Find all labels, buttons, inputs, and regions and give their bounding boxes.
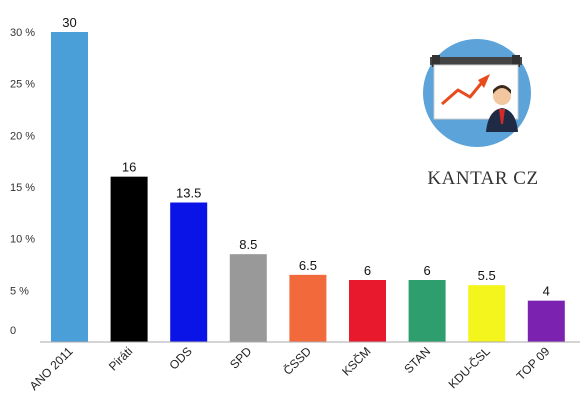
bar (51, 32, 88, 342)
bar-value-label: 6 (423, 263, 430, 278)
bar (110, 176, 148, 342)
bar (349, 280, 386, 342)
category-label: ANO 2011 (27, 344, 76, 393)
category-label: SPD (227, 344, 255, 372)
category-label: Piráti (106, 344, 135, 373)
bar-value-label: 6 (364, 263, 371, 278)
bar-value-label: 5.5 (478, 268, 496, 283)
kantar-logo: KANTAR CZ (423, 39, 538, 189)
bars (51, 32, 565, 342)
bar-value-label: 8.5 (239, 237, 257, 252)
logo-text: KANTAR CZ (427, 168, 538, 189)
y-tick-label: 25 % (10, 79, 35, 91)
y-tick-label: 30 % (10, 27, 35, 39)
y-tick-label: 10 % (10, 234, 35, 246)
bar-value-label: 16 (122, 160, 136, 175)
value-labels: 30 16 13.5 8.5 6.5 6 6 5.5 4 (62, 15, 550, 299)
category-label: TOP 09 (514, 344, 553, 383)
bar (229, 254, 267, 342)
y-tick-label: 0 (10, 325, 16, 337)
y-tick-label: 15 % (10, 182, 35, 194)
y-tick-label: 5 % (10, 285, 29, 297)
bar-value-label: 13.5 (176, 186, 201, 201)
bar-value-label: 30 (62, 15, 76, 30)
y-axis-ticks: 0 5 % 10 % 15 % 20 % 25 % 30 % (10, 27, 35, 337)
category-label: KDU-ČSL (445, 343, 493, 391)
bar-value-label: 6.5 (299, 258, 317, 273)
category-label: STAN (401, 344, 433, 376)
y-tick-label: 20 % (10, 130, 35, 142)
bar (170, 202, 208, 342)
bar (527, 300, 565, 342)
presenter-growth-chart-icon (430, 55, 522, 132)
category-label: KSČM (338, 344, 373, 379)
bar-value-label: 4 (543, 284, 550, 299)
bar (468, 285, 506, 342)
bar (289, 274, 327, 342)
bar (408, 280, 446, 342)
category-label: ČSSD (280, 343, 314, 377)
category-labels: ANO 2011 Piráti ODS SPD ČSSD KSČM STAN KDU-ČSL T… (27, 343, 553, 393)
category-label: ODS (167, 344, 195, 372)
